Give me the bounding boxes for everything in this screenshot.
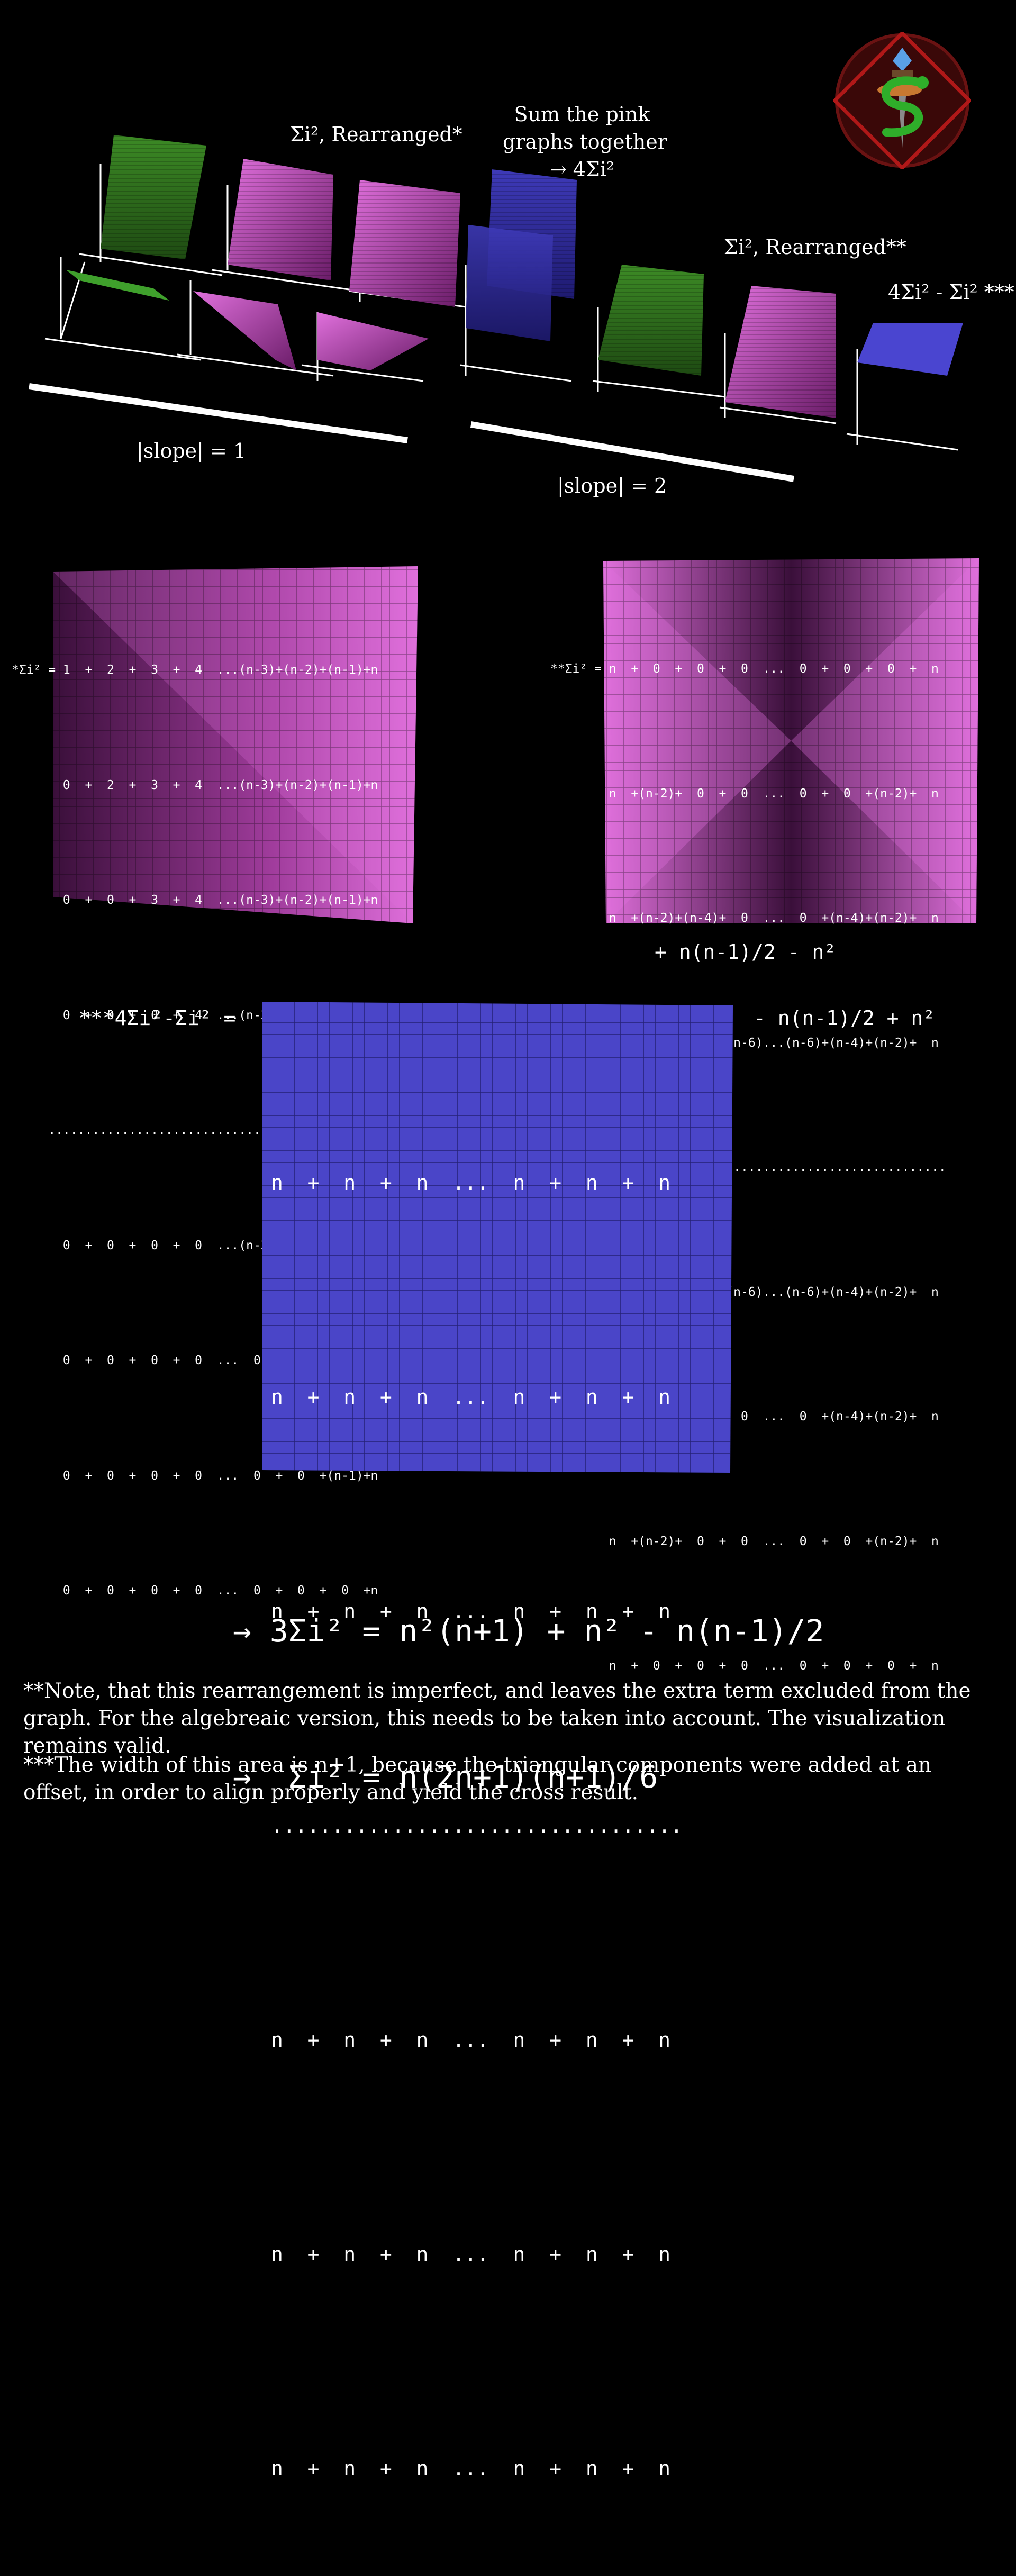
right-pink-grid [603, 558, 979, 923]
blue-suffix: - n(n-1)/2 + n² [754, 1006, 936, 1030]
blue-grid [262, 1002, 733, 1473]
label-rearranged-2: Σi², Rearranged** [724, 235, 906, 259]
blue-row-5: n + n + n ... n + n + n [271, 2028, 670, 2052]
label-sum-line-1: Sum the pink [514, 103, 650, 126]
label-sum-pink: Sum the pink graphs together → 4Σi² [503, 101, 667, 183]
label-sum-line-3: → 4Σi² [549, 158, 615, 181]
right-row-3: n +(n-2)+(n-4)+ 0 ... 0 +(n-4)+(n-2)+ n [550, 911, 939, 925]
left-row-2: 0 + 2 + 3 + 4 ...(n-3)+(n-2)+(n-1)+n [12, 778, 378, 792]
left-row-8: 0 + 0 + 0 + 0 ... 0 + 0 +(n-1)+n [12, 1468, 378, 1483]
left-row-9: 0 + 0 + 0 + 0 ... 0 + 0 + 0 +n [12, 1584, 378, 1598]
right-row-1: **Σi² = n + 0 + 0 + 0 ... 0 + 0 + 0 + n [550, 662, 939, 676]
left-pink-grid [53, 566, 418, 923]
result-line-1: → 3Σi² = n²(n+1) + n² - n(n-1)/2 [233, 1613, 824, 1649]
result-block: → 3Σi² = n²(n+1) + n² - n(n-1)/2 → Σi² =… [233, 1509, 824, 1850]
blue-row-7: n + n + n ... n + n + n [271, 2457, 670, 2480]
note-1: **Note, that this rearrangement is imper… [23, 1679, 971, 1758]
blue-row-3: n + n + n ... n + n + n [271, 1600, 670, 1623]
blue-row-1: n + n + n ... n + n + n [271, 1171, 670, 1194]
label-slope-2: |slope| = 2 [557, 474, 667, 497]
label-rearranged: Σi², Rearranged* [290, 123, 462, 146]
note-2: ***The width of this area is n+1, becaus… [23, 1753, 932, 1804]
label-4sum: 4Σi² - Σi² *** [888, 280, 1014, 304]
label-sum-line-2: graphs together [503, 130, 667, 153]
surface-plots-row [29, 135, 963, 482]
left-row-3: 0 + 0 + 3 + 4 ...(n-3)+(n-2)+(n-1)+n [12, 893, 378, 907]
right-row-9: n + 0 + 0 + 0 ... 0 + 0 + 0 + n [550, 1659, 939, 1673]
right-row-2: n +(n-2)+ 0 + 0 ... 0 + 0 +(n-2)+ n [550, 786, 939, 801]
left-row-1: *Σi² = 1 + 2 + 3 + 4 ...(n-3)+(n-2)+(n-1… [12, 663, 378, 677]
label-slope-1: |slope| = 1 [137, 439, 247, 462]
right-grid-caption: + n(n-1)/2 - n² [655, 940, 837, 964]
caduceus-logo [833, 32, 971, 169]
right-grid-text: **Σi² = n + 0 + 0 + 0 ... 0 + 0 + 0 + n … [550, 565, 946, 1728]
result-line-2: → Σi² = n(2n+1)(n+1)/6 [233, 1759, 658, 1795]
blue-row-6: n + n + n ... n + n + n [271, 2243, 670, 2266]
blue-prefix: ***4Σi²-Σi² = [78, 1006, 236, 1030]
right-row-8: n +(n-2)+ 0 + 0 ... 0 + 0 +(n-2)+ n [550, 1534, 939, 1548]
blue-row-2: n + n + n ... n + n + n [271, 1385, 670, 1409]
